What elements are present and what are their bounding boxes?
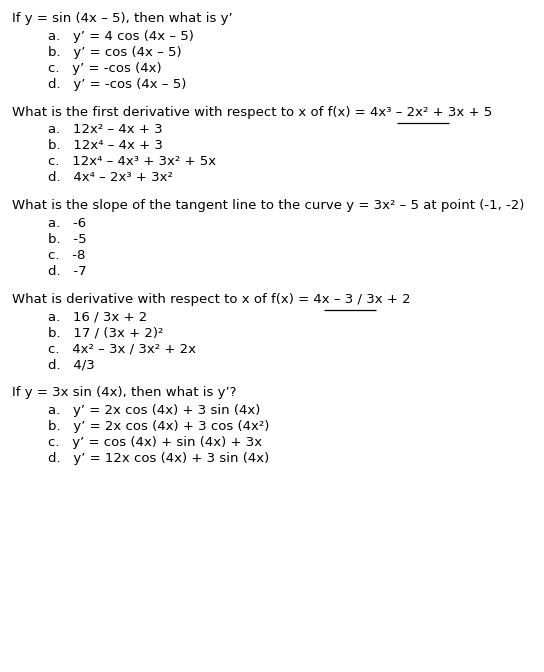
Text: a.   16 / 3x + 2: a. 16 / 3x + 2 xyxy=(48,310,147,323)
Text: What is the first derivative with respect to x of f(x): What is the first derivative with respec… xyxy=(12,106,350,118)
Text: d.   4/3: d. 4/3 xyxy=(48,358,95,372)
Text: What is derivative with respect to x of f(x): What is derivative with respect to x of … xyxy=(12,293,294,306)
Text: What is derivative with respect to x of f(x) = 4x – 3 / 3x + 2: What is derivative with respect to x of … xyxy=(12,293,411,306)
Text: a.   y’ = 2x cos (4x) + 3 sin (4x): a. y’ = 2x cos (4x) + 3 sin (4x) xyxy=(48,404,261,417)
Text: a.   12x² – 4x + 3: a. 12x² – 4x + 3 xyxy=(48,123,163,136)
Text: b.   17 / (3x + 2)²: b. 17 / (3x + 2)² xyxy=(48,327,163,339)
Text: b.   y’ = 2x cos (4x) + 3 cos (4x²): b. y’ = 2x cos (4x) + 3 cos (4x²) xyxy=(48,420,269,433)
Text: If y = sin (4x – 5), then what is y’: If y = sin (4x – 5), then what is y’ xyxy=(12,12,233,25)
Text: c.   12x⁴ – 4x³ + 3x² + 5x: c. 12x⁴ – 4x³ + 3x² + 5x xyxy=(48,155,216,168)
Text: c.   y’ = -cos (4x): c. y’ = -cos (4x) xyxy=(48,62,162,75)
Text: If y = 3x sin (4x), then what is y’?: If y = 3x sin (4x), then what is y’? xyxy=(12,386,237,399)
Text: What is derivative with respect to x: What is derivative with respect to x xyxy=(12,293,254,306)
Text: c.   4x² – 3x / 3x² + 2x: c. 4x² – 3x / 3x² + 2x xyxy=(48,343,196,355)
Text: d.   y’ = -cos (4x – 5): d. y’ = -cos (4x – 5) xyxy=(48,77,187,91)
Text: What is the first derivative with respect to x of f(x) = 4x³ – 2x² + 3x + 5: What is the first derivative with respec… xyxy=(12,106,492,118)
Text: b.   12x⁴ – 4x + 3: b. 12x⁴ – 4x + 3 xyxy=(48,139,163,152)
Text: d.   4x⁴ – 2x³ + 3x²: d. 4x⁴ – 2x³ + 3x² xyxy=(48,171,173,184)
Text: a.   y’ = 4 cos (4x – 5): a. y’ = 4 cos (4x – 5) xyxy=(48,30,194,42)
Text: a.   -6: a. -6 xyxy=(48,217,86,230)
Text: What is the slope of the tangent line to the curve y = 3x² – 5 at point (-1, -2): What is the slope of the tangent line to… xyxy=(12,199,524,212)
Text: c.   -8: c. -8 xyxy=(48,249,85,262)
Text: c.   y’ = cos (4x) + sin (4x) + 3x: c. y’ = cos (4x) + sin (4x) + 3x xyxy=(48,436,262,449)
Text: d.   y’ = 12x cos (4x) + 3 sin (4x): d. y’ = 12x cos (4x) + 3 sin (4x) xyxy=(48,452,269,465)
Text: b.   -5: b. -5 xyxy=(48,233,86,246)
Text: b.   y’ = cos (4x – 5): b. y’ = cos (4x – 5) xyxy=(48,46,182,58)
Text: d.   -7: d. -7 xyxy=(48,265,86,278)
Text: What is the first derivative with respect to x: What is the first derivative with respec… xyxy=(12,106,311,118)
